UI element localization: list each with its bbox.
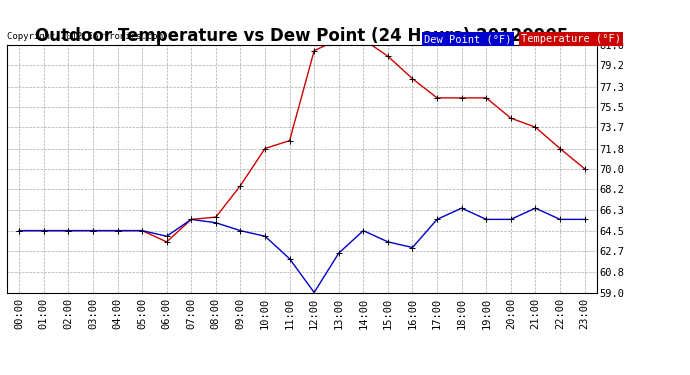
Text: Temperature (°F): Temperature (°F) [521, 34, 621, 44]
Text: Dew Point (°F): Dew Point (°F) [424, 34, 512, 44]
Text: Copyright 2012 Cartronics.com: Copyright 2012 Cartronics.com [7, 32, 163, 41]
Title: Outdoor Temperature vs Dew Point (24 Hours) 20120905: Outdoor Temperature vs Dew Point (24 Hou… [35, 27, 569, 45]
